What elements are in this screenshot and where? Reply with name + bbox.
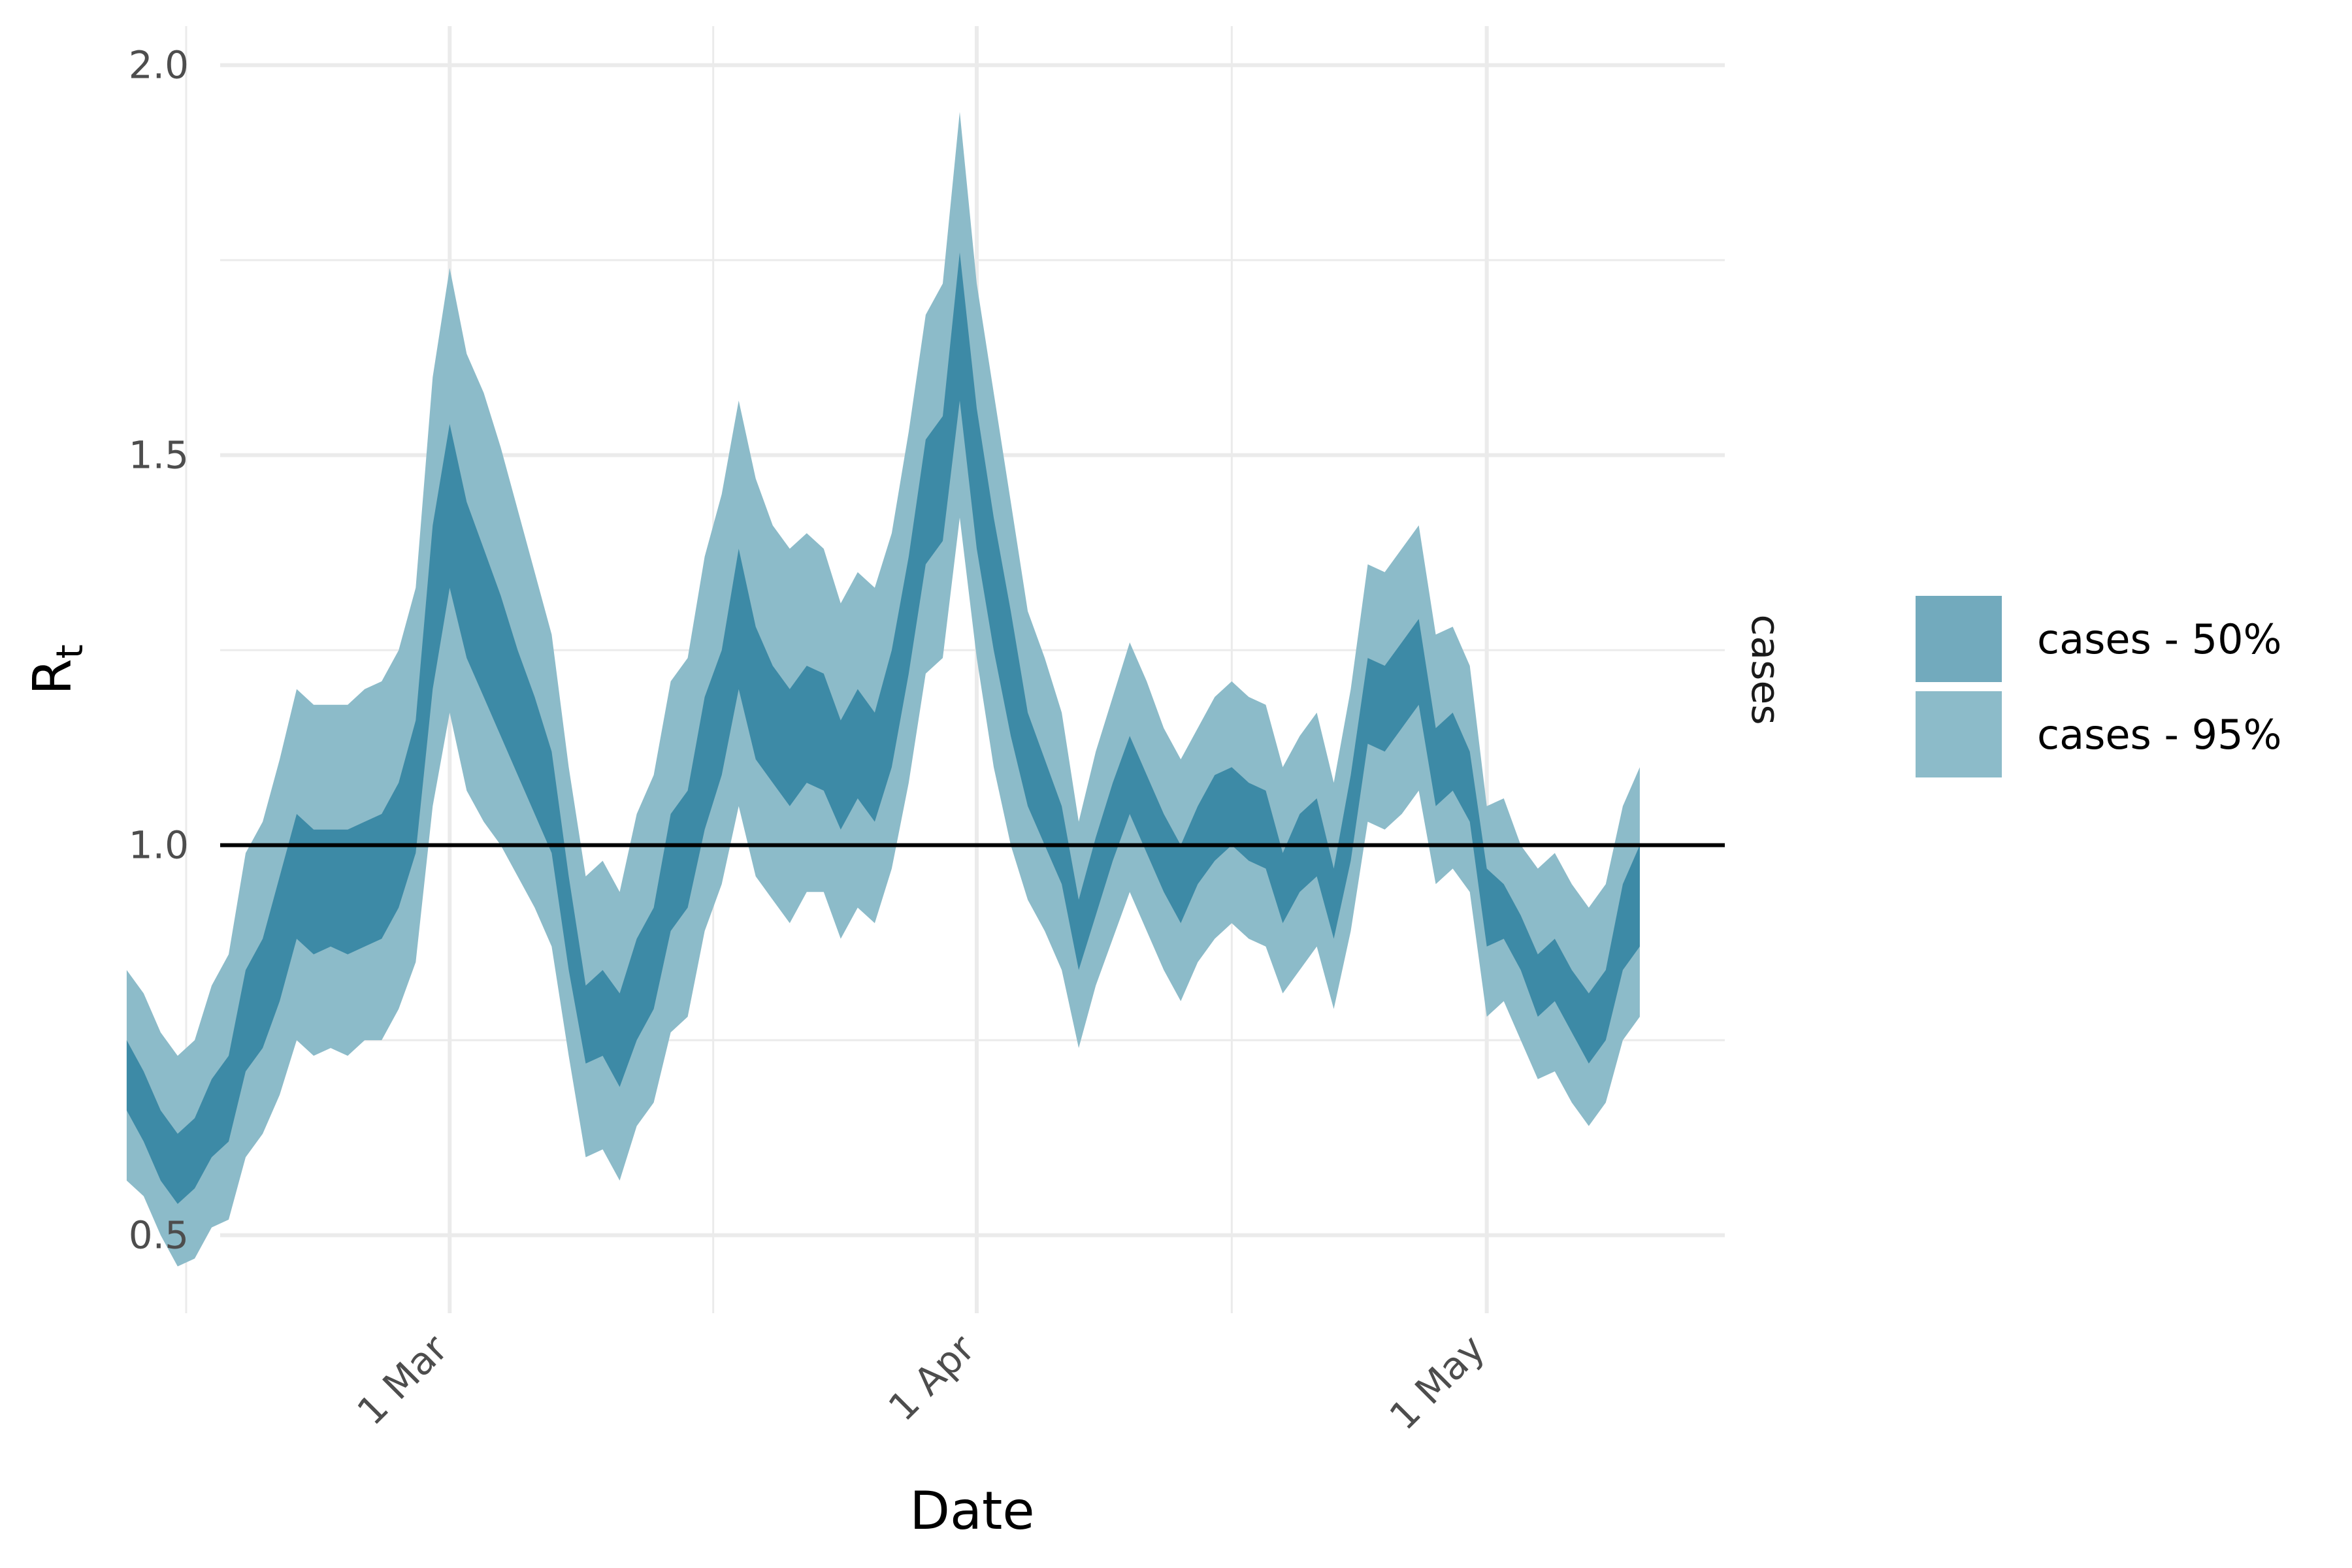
y-tick-labels: 0.5 1.0 1.5 2.0 xyxy=(129,43,189,1258)
x-tick-label: 1 Apr xyxy=(880,1326,983,1429)
facet-strip-label: cases xyxy=(1742,614,1788,725)
legend-swatch-50 xyxy=(1916,596,2002,682)
legend-label-50: cases - 50% xyxy=(2037,615,2281,663)
y-tick-label: 1.5 xyxy=(129,433,189,478)
legend-label-95: cases - 95% xyxy=(2037,711,2281,759)
y-tick-label: 1.0 xyxy=(129,823,189,868)
y-axis-title-main: R xyxy=(22,659,83,695)
y-axis-title-subscript: t xyxy=(49,644,91,659)
x-axis-title: Date xyxy=(909,1480,1034,1541)
y-tick-label: 0.5 xyxy=(129,1213,189,1258)
legend-swatch-95 xyxy=(1916,691,2002,777)
facet-strip: cases xyxy=(1742,614,1788,725)
y-axis-title: Rt xyxy=(22,644,91,695)
ribbon-bands xyxy=(126,112,1640,1267)
svg-text:Rt: Rt xyxy=(22,644,91,695)
x-tick-label: 1 May xyxy=(1381,1326,1494,1439)
cases-50-ribbon xyxy=(126,252,1640,1204)
y-tick-label: 2.0 xyxy=(129,43,189,88)
x-tick-label: 1 Mar xyxy=(349,1326,457,1434)
x-tick-labels: 1 Mar 1 Apr 1 May xyxy=(349,1326,1494,1439)
legend: cases - 50% cases - 95% xyxy=(1916,596,2281,777)
